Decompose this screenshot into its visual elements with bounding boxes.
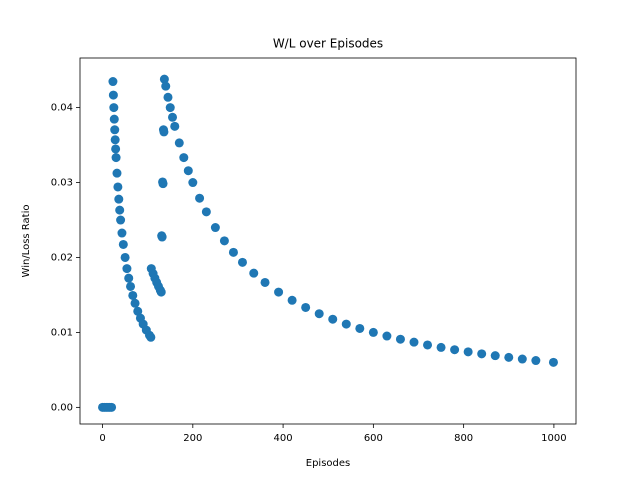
point xyxy=(237,257,247,267)
point xyxy=(210,223,220,233)
point xyxy=(117,228,127,238)
point xyxy=(158,179,168,189)
point xyxy=(219,236,229,246)
point xyxy=(126,281,136,291)
point xyxy=(328,314,338,324)
point xyxy=(531,356,541,366)
point xyxy=(122,264,132,274)
point xyxy=(249,268,259,278)
point xyxy=(156,287,166,297)
point xyxy=(108,77,118,87)
point xyxy=(183,166,193,176)
point xyxy=(118,239,128,249)
point xyxy=(113,182,123,192)
point xyxy=(115,205,125,215)
point xyxy=(368,327,378,337)
point xyxy=(110,135,120,145)
x-tick-label: 0 xyxy=(99,433,105,444)
point xyxy=(341,319,351,329)
y-axis-label: Win/Loss Ratio xyxy=(21,205,32,278)
x-tick-label: 600 xyxy=(364,433,383,444)
y-tick-label: 0.01 xyxy=(51,327,73,338)
point xyxy=(450,345,460,355)
point xyxy=(301,302,311,312)
x-tick-label: 400 xyxy=(274,433,293,444)
point xyxy=(124,273,134,283)
point xyxy=(107,402,117,412)
point xyxy=(548,357,558,367)
point xyxy=(274,287,284,297)
point xyxy=(114,194,124,204)
point xyxy=(490,351,500,361)
point xyxy=(108,90,118,100)
point xyxy=(228,247,238,257)
point xyxy=(130,298,140,308)
point xyxy=(179,153,189,163)
point xyxy=(355,323,365,333)
point xyxy=(170,121,180,131)
point xyxy=(423,340,433,350)
point xyxy=(382,331,392,341)
point xyxy=(409,337,419,347)
point xyxy=(159,74,169,84)
point xyxy=(159,127,169,137)
point xyxy=(146,332,156,342)
point xyxy=(163,92,173,102)
point xyxy=(436,342,446,352)
y-tick-label: 0.04 xyxy=(51,103,73,114)
x-tick-label: 800 xyxy=(454,433,473,444)
point xyxy=(161,81,171,91)
point xyxy=(165,103,175,113)
point xyxy=(188,178,198,188)
chart-title: W/L over Episodes xyxy=(273,37,383,51)
y-tick-label: 0.02 xyxy=(51,252,73,263)
x-tick-label: 200 xyxy=(183,433,202,444)
point xyxy=(110,125,120,135)
point xyxy=(120,252,130,262)
point xyxy=(168,112,178,122)
plot-frame xyxy=(79,57,577,425)
point xyxy=(116,215,126,225)
point xyxy=(111,153,121,163)
point xyxy=(109,114,119,124)
y-tick-label: 0.00 xyxy=(51,402,73,413)
point xyxy=(111,144,121,154)
point xyxy=(133,306,143,316)
x-axis-label: Episodes xyxy=(306,458,350,469)
point xyxy=(109,103,119,113)
y-tick-label: 0.03 xyxy=(51,178,73,189)
x-tick-label: 1000 xyxy=(541,433,566,444)
point xyxy=(477,349,487,359)
point xyxy=(287,295,297,305)
point xyxy=(128,290,138,300)
point xyxy=(260,277,270,287)
point xyxy=(504,352,514,362)
point xyxy=(201,207,211,217)
point xyxy=(112,168,122,178)
point xyxy=(517,354,527,364)
point xyxy=(195,193,205,203)
point xyxy=(314,309,324,319)
point xyxy=(395,334,405,344)
point xyxy=(463,347,473,357)
point xyxy=(157,232,167,242)
point xyxy=(174,138,184,148)
